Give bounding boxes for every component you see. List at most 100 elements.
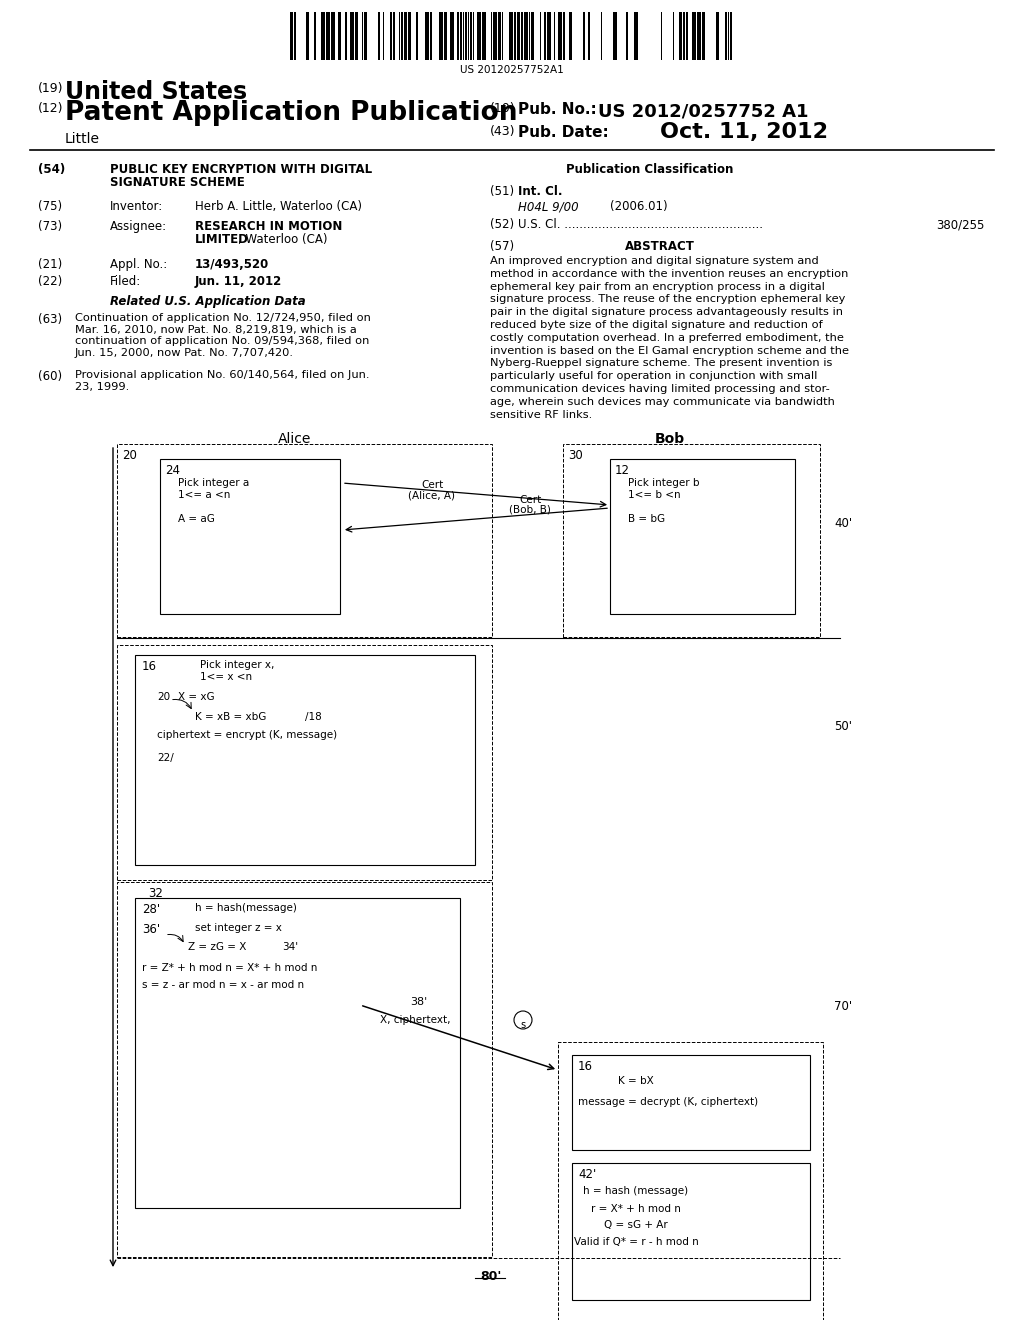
Text: 50': 50' <box>834 719 852 733</box>
Text: Cert: Cert <box>519 495 541 506</box>
Bar <box>702 12 705 59</box>
Text: 22/: 22/ <box>157 752 174 763</box>
Text: Related U.S. Application Data: Related U.S. Application Data <box>110 294 305 308</box>
Bar <box>450 12 454 59</box>
Text: 12: 12 <box>615 465 630 477</box>
Bar <box>321 12 325 59</box>
Bar <box>498 12 501 59</box>
Text: K = xB = xbG: K = xB = xbG <box>195 711 266 722</box>
Bar <box>524 12 528 59</box>
Text: s = z - ar mod n = x - ar mod n: s = z - ar mod n = x - ar mod n <box>142 979 304 990</box>
Text: (12): (12) <box>38 102 63 115</box>
Text: (73): (73) <box>38 220 62 234</box>
Text: Pick integer b: Pick integer b <box>628 478 699 488</box>
Bar <box>378 12 380 59</box>
Bar <box>517 12 520 59</box>
Text: (57): (57) <box>490 240 514 253</box>
Bar <box>716 12 719 59</box>
Text: LIMITED: LIMITED <box>195 234 249 246</box>
Text: 1<= a <n: 1<= a <n <box>178 490 230 500</box>
Text: (63): (63) <box>38 313 62 326</box>
Text: US 20120257752A1: US 20120257752A1 <box>460 65 564 75</box>
Text: message = decrypt (K, ciphertext): message = decrypt (K, ciphertext) <box>578 1097 758 1107</box>
Bar <box>326 12 330 59</box>
Text: Assignee:: Assignee: <box>110 220 167 234</box>
Bar <box>135 898 460 1208</box>
Text: set integer z = x: set integer z = x <box>195 923 282 933</box>
Text: Q = sG + Ar: Q = sG + Ar <box>604 1220 668 1230</box>
Bar <box>558 1041 823 1320</box>
Bar <box>686 12 688 59</box>
Text: 32: 32 <box>148 887 163 900</box>
Text: r = Z* + h mod n = X* + h mod n: r = Z* + h mod n = X* + h mod n <box>142 964 317 973</box>
Text: Cert: Cert <box>421 480 443 490</box>
Bar <box>583 12 585 59</box>
Text: 42': 42' <box>578 1168 596 1181</box>
Text: 24: 24 <box>165 465 180 477</box>
Bar <box>470 12 472 59</box>
Text: Continuation of application No. 12/724,950, filed on
Mar. 16, 2010, now Pat. No.: Continuation of application No. 12/724,9… <box>75 313 371 358</box>
Text: (60): (60) <box>38 370 62 383</box>
Text: X = xG: X = xG <box>178 692 215 702</box>
Bar <box>493 12 497 59</box>
Text: Valid if Q* = r - h mod n: Valid if Q* = r - h mod n <box>573 1237 698 1247</box>
Bar <box>117 645 492 880</box>
Text: 16: 16 <box>142 660 157 673</box>
Bar <box>416 12 418 59</box>
Text: Patent Application Publication: Patent Application Publication <box>65 100 517 125</box>
Text: Bob: Bob <box>655 432 685 446</box>
Bar <box>345 12 347 59</box>
Bar <box>531 12 534 59</box>
Bar <box>613 12 617 59</box>
Bar <box>331 12 335 59</box>
Bar <box>390 12 392 59</box>
Text: An improved encryption and digital signature system and
method in accordance wit: An improved encryption and digital signa… <box>490 256 849 420</box>
Text: (51): (51) <box>490 185 514 198</box>
Text: U.S. Cl. .....................................................: U.S. Cl. ...............................… <box>518 218 763 231</box>
Text: SIGNATURE SCHEME: SIGNATURE SCHEME <box>110 176 245 189</box>
Text: r = X* + h mod n: r = X* + h mod n <box>591 1204 681 1214</box>
Text: Inventor:: Inventor: <box>110 201 163 213</box>
Bar <box>544 12 546 59</box>
Text: h = hash(message): h = hash(message) <box>195 903 297 913</box>
Text: 1<= x <n: 1<= x <n <box>200 672 252 682</box>
Text: Jun. 11, 2012: Jun. 11, 2012 <box>195 275 283 288</box>
Text: s: s <box>520 1020 525 1030</box>
Text: RESEARCH IN MOTION: RESEARCH IN MOTION <box>195 220 342 234</box>
Bar <box>408 12 411 59</box>
Text: 20: 20 <box>122 449 137 462</box>
Bar <box>563 12 565 59</box>
Bar <box>457 12 459 59</box>
Bar <box>558 12 562 59</box>
Bar <box>294 12 296 59</box>
Bar <box>572 1055 810 1150</box>
Bar <box>521 12 523 59</box>
Text: 380/255: 380/255 <box>937 218 985 231</box>
Text: 36': 36' <box>142 923 160 936</box>
Bar <box>355 12 358 59</box>
Text: X, ciphertext,: X, ciphertext, <box>380 1015 451 1026</box>
Bar <box>477 12 481 59</box>
Bar <box>314 12 316 59</box>
Bar <box>350 12 354 59</box>
Bar <box>482 12 486 59</box>
Text: 20: 20 <box>157 692 170 702</box>
Bar <box>514 12 516 59</box>
Bar <box>692 12 696 59</box>
Text: (54): (54) <box>38 162 66 176</box>
Text: Pub. Date:: Pub. Date: <box>518 125 608 140</box>
Bar <box>563 444 820 638</box>
Bar <box>290 12 293 59</box>
Text: United States: United States <box>65 81 247 104</box>
Bar <box>444 12 447 59</box>
Text: Pub. No.:: Pub. No.: <box>518 102 597 117</box>
Text: US 2012/0257752 A1: US 2012/0257752 A1 <box>598 102 809 120</box>
Bar <box>465 12 467 59</box>
Bar <box>547 12 551 59</box>
Text: (22): (22) <box>38 275 62 288</box>
Text: 13/493,520: 13/493,520 <box>195 257 269 271</box>
Text: B = bG: B = bG <box>628 513 666 524</box>
Text: 70': 70' <box>834 1001 852 1012</box>
Text: K = bX: K = bX <box>618 1076 654 1086</box>
Text: (21): (21) <box>38 257 62 271</box>
